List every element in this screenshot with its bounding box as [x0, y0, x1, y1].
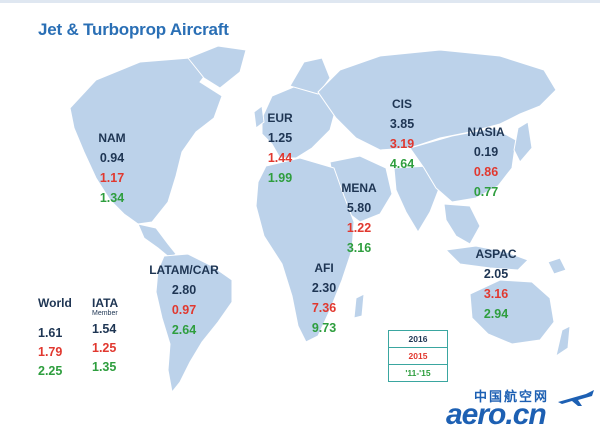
region-name: NASIA	[467, 125, 505, 139]
value-2011-2015: 2.64	[171, 323, 197, 337]
land-greenland	[187, 45, 247, 89]
land-scandinavia	[289, 57, 331, 95]
value-2016: 2.80	[171, 283, 197, 297]
legend-2015: 2015	[389, 348, 447, 365]
region-nasia: NASIA 0.19 0.86 0.77	[458, 122, 514, 202]
world-value-2016: 1.61	[38, 326, 63, 340]
world-value-2015: 1.79	[38, 345, 63, 359]
value-2015: 7.36	[311, 301, 337, 315]
value-2015: 0.86	[473, 165, 499, 179]
land-uk	[253, 105, 265, 129]
world-column: World 1.61 1.79 2.25	[38, 296, 72, 381]
land-china-east-asia	[409, 127, 517, 203]
value-2016: 2.05	[483, 267, 509, 281]
value-2011-2015: 2.94	[483, 307, 509, 321]
value-2016: 1.25	[267, 131, 293, 145]
value-2011-2015: 1.99	[267, 171, 293, 185]
value-2015: 3.16	[483, 287, 509, 301]
region-afi: AFI 2.30 7.36 9.73	[302, 258, 346, 338]
value-2015: 3.19	[389, 137, 415, 151]
value-2011-2015: 3.16	[346, 241, 372, 255]
region-eur: EUR 1.25 1.44 1.99	[258, 108, 302, 188]
world-label: World	[38, 296, 72, 310]
iata-label: IATA	[92, 296, 119, 310]
aero-cn-logo: 中国航空网 aero.cn	[438, 386, 598, 434]
value-2016: 2.30	[311, 281, 337, 295]
legend: 2016 2015 '11-'15	[388, 330, 448, 382]
land-se-asia	[443, 203, 481, 245]
map-title: Jet & Turboprop Aircraft	[38, 20, 229, 39]
region-nam: NAM 0.94 1.17 1.34	[88, 128, 136, 208]
iata-value-2011-2015: 1.35	[92, 360, 117, 374]
region-name: ASPAC	[475, 247, 517, 261]
region-name: MENA	[341, 181, 377, 195]
region-aspac: ASPAC 2.05 3.16 2.94	[470, 244, 522, 324]
land-pacific-islands	[547, 257, 567, 275]
land-japan	[513, 121, 533, 163]
land-madagascar	[353, 293, 365, 319]
region-cis: CIS 3.85 3.19 4.64	[380, 94, 424, 174]
value-2015: 0.97	[171, 303, 197, 317]
region-name: AFI	[314, 261, 334, 275]
land-russia	[317, 49, 557, 151]
region-name: CIS	[391, 97, 412, 111]
region-name: NAM	[98, 131, 126, 145]
value-2011-2015: 9.73	[311, 321, 337, 335]
value-2016: 5.80	[346, 201, 372, 215]
iata-value-2015: 1.25	[92, 341, 117, 355]
iata-value-2016: 1.54	[92, 322, 117, 336]
land-south-america	[155, 253, 233, 394]
region-latam: LATAM/CAR 2.80 0.97 2.64	[146, 260, 222, 340]
legend-2016: 2016	[389, 331, 447, 348]
value-2015: 1.44	[267, 151, 293, 165]
land-australia	[469, 279, 555, 345]
land-indonesia	[444, 245, 529, 271]
value-2016: 0.94	[99, 151, 125, 165]
value-2015: 1.22	[346, 221, 372, 235]
iata-column: IATA Member 1.54 1.25 1.35	[92, 296, 118, 377]
land-new-zealand	[555, 325, 571, 358]
land-africa	[255, 157, 355, 343]
logo-english-text: aero.cn	[446, 398, 547, 431]
value-2011-2015: 0.77	[473, 185, 499, 199]
region-name: EUR	[267, 111, 293, 125]
value-2011-2015: 1.34	[99, 191, 125, 205]
iata-sublabel: Member	[92, 310, 118, 317]
value-2015: 1.17	[99, 171, 125, 185]
airplane-icon	[558, 390, 594, 406]
value-2016: 0.19	[473, 145, 499, 159]
value-2011-2015: 4.64	[389, 157, 415, 171]
region-name: LATAM/CAR	[149, 263, 219, 277]
value-2016: 3.85	[389, 117, 415, 131]
logo-chinese-text: 中国航空网	[474, 389, 550, 404]
land-europe	[261, 85, 337, 159]
land-central-america	[137, 223, 177, 259]
legend-2011-2015: '11-'15	[405, 368, 431, 378]
world-value-2011-2015: 2.25	[38, 364, 63, 378]
top-rule	[0, 0, 600, 3]
region-mena: MENA 5.80 1.22 3.16	[334, 178, 384, 258]
